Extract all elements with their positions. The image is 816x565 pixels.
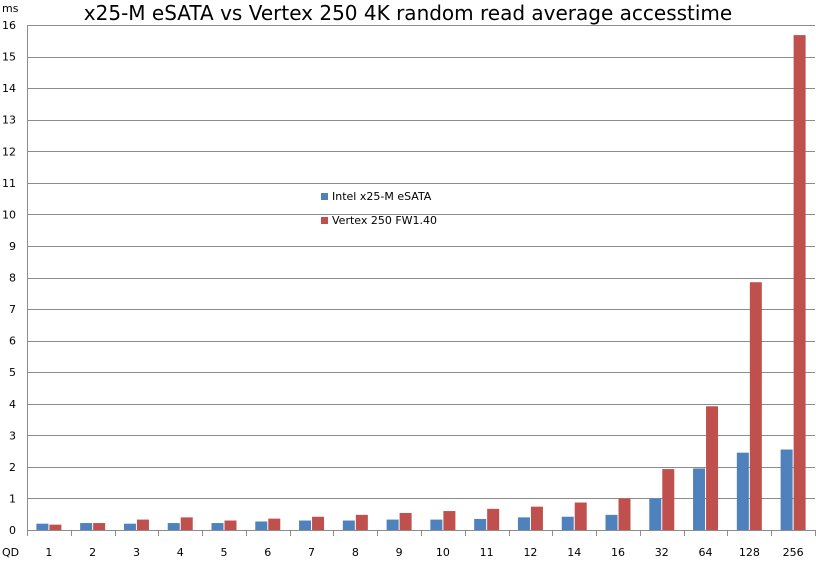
y-tick-label: 10 <box>2 208 16 221</box>
y-tick-label: 2 <box>9 461 16 474</box>
y-tick-label: 12 <box>2 145 16 158</box>
y-tick-label: 9 <box>9 240 16 253</box>
y-tick-label: 11 <box>2 177 16 190</box>
y-tick-label: 13 <box>2 114 16 127</box>
bar-vertex-qd-32 <box>662 469 675 530</box>
bar-intel-qd-11 <box>474 518 487 530</box>
bar-intel-qd-4 <box>167 523 180 530</box>
x-tick-label: 14 <box>567 546 581 559</box>
y-tick-label: 8 <box>9 272 16 285</box>
y-tick-label: 4 <box>9 398 16 411</box>
bar-vertex-qd-2 <box>93 523 106 530</box>
x-tick-label: 256 <box>783 546 804 559</box>
bar-intel-qd-256 <box>780 449 793 530</box>
bar-vertex-qd-5 <box>224 520 237 530</box>
bar-vertex-qd-4 <box>180 517 193 530</box>
x-tick-label: 128 <box>739 546 760 559</box>
bar-vertex-qd-16 <box>618 498 631 530</box>
bar-vertex-qd-6 <box>268 518 281 530</box>
legend-label: Vertex 250 FW1.40 <box>332 214 437 227</box>
bar-intel-qd-1 <box>36 523 49 530</box>
x-tick-label: 6 <box>264 546 271 559</box>
bar-vertex-qd-256 <box>793 35 806 530</box>
x-tick-label: 32 <box>655 546 669 559</box>
bar-intel-qd-2 <box>80 523 93 530</box>
y-tick-label: 14 <box>2 82 16 95</box>
legend-swatch <box>321 217 328 224</box>
x-tick-label: 10 <box>436 546 450 559</box>
x-tick-label: 5 <box>221 546 228 559</box>
x-tick-label: 1 <box>45 546 52 559</box>
x-axis-label: QD <box>2 546 19 559</box>
y-tick-label: 1 <box>9 492 16 505</box>
bar-intel-qd-6 <box>255 521 268 530</box>
bar-vertex-qd-8 <box>355 514 368 530</box>
x-tick-label: 7 <box>308 546 315 559</box>
bar-intel-qd-64 <box>693 468 706 530</box>
x-tick-label: 8 <box>352 546 359 559</box>
bar-intel-qd-8 <box>342 520 355 530</box>
bar-intel-qd-3 <box>123 523 136 530</box>
y-tick-label: 6 <box>9 335 16 348</box>
y-axis-label: ms <box>2 2 19 15</box>
bar-intel-qd-128 <box>736 452 749 530</box>
bar-vertex-qd-3 <box>136 519 149 530</box>
y-tick-label: 0 <box>9 524 16 537</box>
bar-vertex-qd-128 <box>749 282 762 530</box>
x-tick-label: 64 <box>699 546 713 559</box>
bar-intel-qd-14 <box>561 516 574 530</box>
x-tick-label: 16 <box>611 546 625 559</box>
y-tick-label: 15 <box>2 51 16 64</box>
x-tick-label: 2 <box>89 546 96 559</box>
chart-title: x25-M eSATA vs Vertex 250 4K random read… <box>83 1 733 25</box>
bar-vertex-qd-7 <box>312 516 325 530</box>
x-tick-label: 3 <box>133 546 140 559</box>
x-tick-label: 12 <box>523 546 537 559</box>
bar-vertex-qd-12 <box>530 506 543 530</box>
x-tick-label: 11 <box>480 546 494 559</box>
y-tick-label: 16 <box>2 19 16 32</box>
bar-intel-qd-16 <box>605 514 618 530</box>
bar-vertex-qd-14 <box>574 502 587 530</box>
legend-label: Intel x25-M eSATA <box>332 190 432 203</box>
bar-intel-qd-9 <box>386 519 399 530</box>
bar-intel-qd-5 <box>211 523 224 530</box>
bar-vertex-qd-64 <box>706 406 719 530</box>
y-tick-label: 7 <box>9 303 16 316</box>
legend-swatch <box>321 193 328 200</box>
bar-vertex-qd-9 <box>399 512 412 530</box>
y-tick-label: 5 <box>9 366 16 379</box>
x-tick-label: 4 <box>177 546 184 559</box>
bar-vertex-qd-10 <box>443 511 456 530</box>
x-tick-label: 9 <box>396 546 403 559</box>
bar-vertex-qd-1 <box>49 524 62 530</box>
bar-vertex-qd-11 <box>487 508 500 530</box>
bar-intel-qd-7 <box>299 520 312 530</box>
bar-intel-qd-32 <box>649 498 662 530</box>
y-tick-label: 3 <box>9 429 16 442</box>
bar-intel-qd-10 <box>430 519 443 530</box>
bar-intel-qd-12 <box>517 517 530 530</box>
